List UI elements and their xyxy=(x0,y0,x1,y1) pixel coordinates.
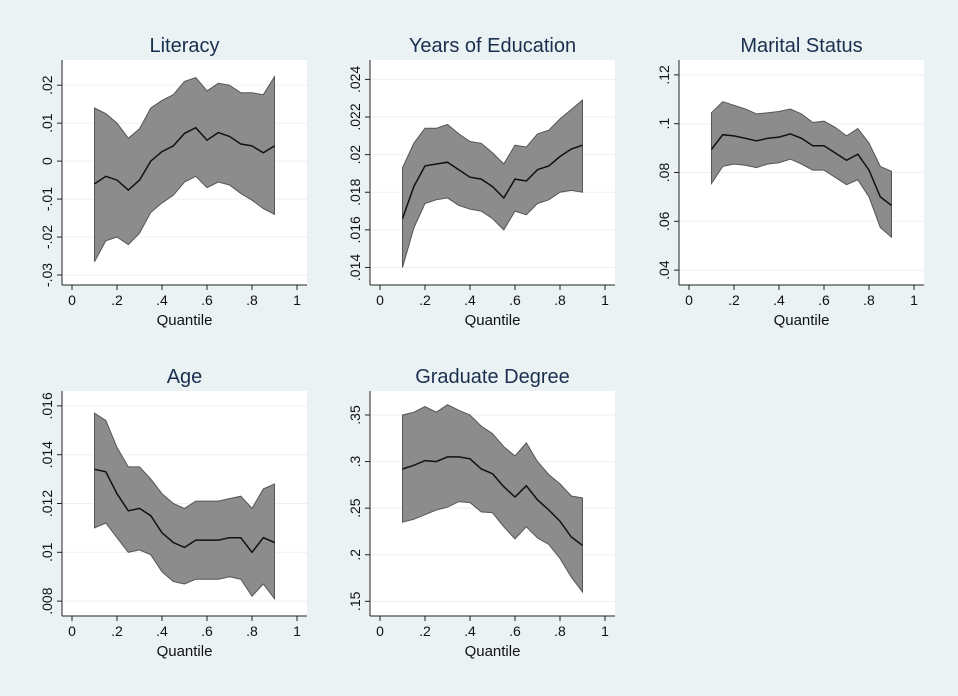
x-tick-label: 1 xyxy=(293,623,301,639)
x-tick-label: .4 xyxy=(464,623,476,639)
y-tick-label: .024 xyxy=(347,66,363,93)
x-tick-label: 1 xyxy=(293,292,301,308)
x-tick-label: .4 xyxy=(156,623,168,639)
y-tick-label: .022 xyxy=(347,103,363,130)
y-tick-label: .016 xyxy=(39,392,55,419)
y-tick-label: .35 xyxy=(347,405,363,425)
panel-title: Graduate Degree xyxy=(415,366,570,388)
y-tick-label: .01 xyxy=(39,542,55,562)
y-tick-label: .02 xyxy=(39,75,55,95)
y-tick-label: .25 xyxy=(347,498,363,518)
y-tick-label: .01 xyxy=(39,113,55,133)
x-tick-label: 0 xyxy=(68,623,76,639)
y-tick-label: .04 xyxy=(656,260,672,280)
x-tick-label: .2 xyxy=(111,623,123,639)
chart-panel-3: 0 .2 .4 .6 .8 1 .008 .01 .012 .014 .016 Age Quantile xyxy=(39,366,307,660)
confidence-band xyxy=(94,412,275,601)
y-tick-label: .06 xyxy=(656,211,672,231)
confidence-band xyxy=(402,404,583,594)
estimate-line xyxy=(710,133,892,206)
y-tick-label: .012 xyxy=(39,490,55,517)
x-tick-label: 0 xyxy=(376,292,384,308)
x-tick-label: .4 xyxy=(464,292,476,308)
y-tick-label: .15 xyxy=(347,591,363,611)
estimate-line xyxy=(94,468,275,554)
x-tick-label: .8 xyxy=(554,623,566,639)
x-tick-label: .2 xyxy=(419,623,431,639)
estimate-line xyxy=(401,144,583,219)
panel-title: Years of Education xyxy=(409,35,576,57)
y-tick-label: .02 xyxy=(347,145,363,165)
x-tick-label: 1 xyxy=(601,292,609,308)
x-tick-label: .2 xyxy=(111,292,123,308)
confidence-band xyxy=(402,99,583,268)
x-tick-label: .6 xyxy=(509,623,521,639)
x-tick-label: .2 xyxy=(728,292,740,308)
panel-title: Marital Status xyxy=(740,35,862,57)
x-tick-label: .2 xyxy=(419,292,431,308)
x-tick-label: .6 xyxy=(201,623,213,639)
y-tick-label: .018 xyxy=(347,178,363,205)
x-tick-label: .8 xyxy=(246,623,258,639)
panel-title: Age xyxy=(167,366,203,388)
chart-panel-1: 0 .2 .4 .6 .8 1 .014 .016 .018 .02 .022 .024 Years o… xyxy=(347,35,615,329)
y-tick-label: .014 xyxy=(347,254,363,281)
y-tick-label: .2 xyxy=(347,549,363,561)
x-tick-label: .4 xyxy=(773,292,785,308)
panel-title: Literacy xyxy=(149,35,219,57)
x-axis-title: Quantile xyxy=(157,643,213,660)
estimate-line xyxy=(94,126,275,191)
x-tick-label: 1 xyxy=(601,623,609,639)
x-axis-title: Quantile xyxy=(774,312,830,329)
x-tick-label: .6 xyxy=(818,292,830,308)
x-tick-label: .6 xyxy=(509,292,521,308)
y-tick-label: .3 xyxy=(347,456,363,468)
x-tick-label: .8 xyxy=(863,292,875,308)
x-tick-label: 1 xyxy=(910,292,918,308)
y-tick-label: .12 xyxy=(656,65,672,85)
x-tick-label: .8 xyxy=(246,292,258,308)
x-axis-title: Quantile xyxy=(157,312,213,329)
x-tick-label: 0 xyxy=(376,623,384,639)
x-axis-title: Quantile xyxy=(465,312,521,329)
y-tick-label: 0 xyxy=(39,157,55,165)
chart-panel-4: 0 .2 .4 .6 .8 1 .15 .2 .25 .3 .35 Graduate Degree Qu… xyxy=(347,366,615,660)
y-tick-label: .08 xyxy=(656,163,672,183)
x-tick-label: 0 xyxy=(68,292,76,308)
y-tick-label: .014 xyxy=(39,441,55,468)
confidence-band xyxy=(711,101,892,239)
chart-panel-0: 0 .2 .4 .6 .8 1 -.03 -.02 -.01 0 .01 .02 Literacy Qua… xyxy=(39,35,307,329)
x-tick-label: .4 xyxy=(156,292,168,308)
y-tick-label: .016 xyxy=(347,216,363,243)
y-tick-label: .008 xyxy=(39,587,55,614)
confidence-band xyxy=(94,75,275,262)
y-tick-label: -.03 xyxy=(39,263,55,287)
y-tick-label: -.02 xyxy=(39,225,55,249)
x-tick-label: 0 xyxy=(685,292,693,308)
estimate-line xyxy=(402,456,583,547)
y-tick-label: -.01 xyxy=(39,187,55,211)
y-tick-label: .1 xyxy=(656,118,672,130)
x-axis-title: Quantile xyxy=(465,643,521,660)
x-tick-label: .6 xyxy=(201,292,213,308)
x-tick-label: .8 xyxy=(554,292,566,308)
chart-panel-2: 0 .2 .4 .6 .8 1 .04 .06 .08 .1 .12 Marital Status Qu… xyxy=(656,35,924,329)
